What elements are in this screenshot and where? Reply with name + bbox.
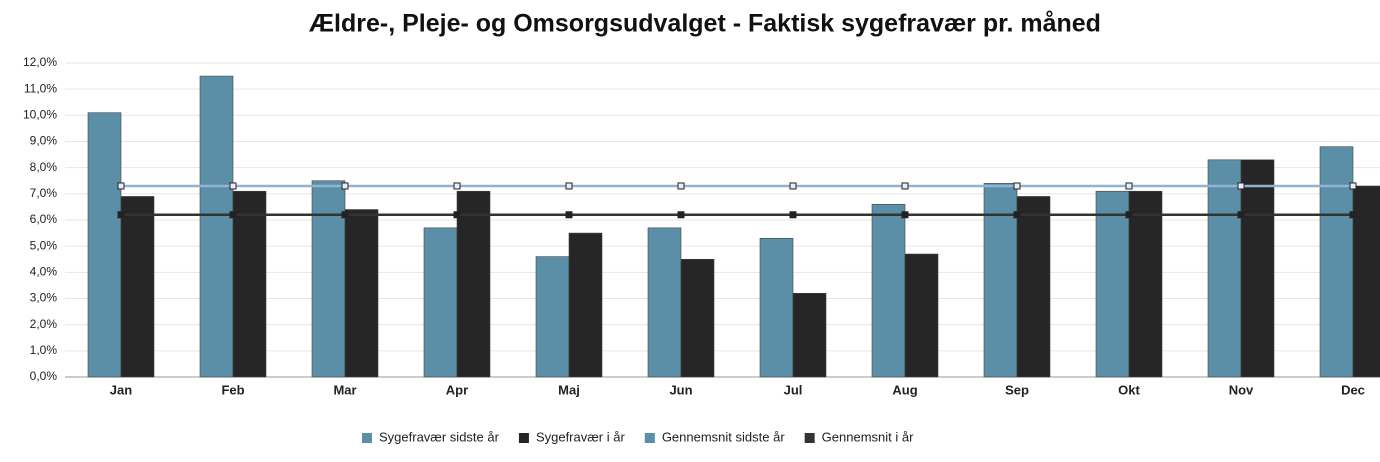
legend-label: Gennemsnit i år — [822, 429, 914, 444]
line-marker — [901, 211, 909, 219]
x-tick-label: Jun — [669, 382, 692, 397]
x-tick-label: Mar — [333, 382, 356, 397]
bar — [87, 112, 122, 378]
bar — [680, 258, 715, 378]
x-tick-label: Feb — [221, 382, 244, 397]
bar — [199, 75, 234, 378]
line-marker — [1013, 211, 1021, 219]
y-tick-label: 1,0% — [30, 343, 58, 357]
y-tick-label: 4,0% — [30, 265, 58, 279]
x-tick-label: Jul — [784, 382, 803, 397]
x-tick-label: Apr — [446, 382, 468, 397]
legend-swatch — [362, 433, 372, 443]
y-tick-label: 3,0% — [30, 291, 58, 305]
line-marker — [453, 211, 461, 219]
legend-swatch — [804, 433, 815, 443]
y-tick-label: 11,0% — [24, 81, 57, 95]
line-marker — [901, 182, 909, 190]
bar — [1095, 190, 1130, 378]
bar — [759, 238, 794, 378]
legend-swatch — [518, 433, 529, 443]
x-tick-label: Dec — [1341, 382, 1365, 397]
bar — [647, 227, 682, 378]
y-tick-label: 8,0% — [30, 160, 58, 174]
bar — [1319, 146, 1354, 378]
bar — [871, 204, 906, 378]
x-tick-label: Jan — [110, 382, 132, 397]
x-tick-label: Maj — [558, 382, 580, 397]
bar — [311, 180, 346, 378]
y-tick-label: 0,0% — [30, 369, 58, 383]
bar — [423, 227, 458, 378]
line-marker — [1349, 211, 1357, 219]
x-tick-label: Okt — [1118, 382, 1140, 397]
bar — [456, 190, 491, 378]
y-tick-label: 9,0% — [30, 134, 58, 148]
legend-label: Gennemsnit sidste år — [662, 429, 786, 444]
line-marker — [677, 211, 685, 219]
y-tick-label: 10,0% — [23, 108, 57, 122]
line-marker — [453, 182, 461, 190]
y-tick-label: 7,0% — [30, 186, 58, 200]
line-marker — [789, 211, 797, 219]
bar — [1207, 159, 1242, 378]
legend-label: Sygefravær sidste år — [379, 429, 500, 444]
legend-swatch — [644, 433, 655, 443]
bar — [120, 196, 155, 378]
bar — [232, 190, 267, 378]
bar — [1240, 159, 1275, 378]
line-marker — [117, 211, 125, 219]
y-tick-label: 2,0% — [30, 317, 58, 331]
line-marker — [341, 211, 349, 219]
line-marker — [117, 182, 125, 190]
line-marker — [1125, 182, 1133, 190]
line-marker — [565, 211, 573, 219]
bar — [1352, 185, 1380, 378]
bar — [904, 253, 939, 378]
bar — [983, 183, 1018, 378]
y-tick-label: 5,0% — [30, 238, 58, 252]
line-marker — [1237, 211, 1245, 219]
line-marker — [1349, 182, 1357, 190]
line-marker — [1237, 182, 1245, 190]
bar — [1128, 190, 1163, 378]
line-marker — [565, 182, 573, 190]
line-marker — [789, 182, 797, 190]
bar — [344, 209, 379, 378]
line-marker — [1125, 211, 1133, 219]
x-tick-label: Aug — [892, 382, 917, 397]
x-tick-label: Nov — [1229, 382, 1254, 397]
line-marker — [341, 182, 349, 190]
line-marker — [677, 182, 685, 190]
bar — [1016, 196, 1051, 378]
bar — [535, 256, 570, 378]
legend-label: Sygefravær i år — [536, 429, 626, 444]
x-tick-label: Sep — [1005, 382, 1029, 397]
line-marker — [229, 211, 237, 219]
line-marker — [229, 182, 237, 190]
bar — [792, 292, 827, 378]
y-tick-label: 6,0% — [30, 212, 58, 226]
bar — [568, 232, 603, 378]
chart-title: Ældre-, Pleje- og Omsorgsudvalget - Fakt… — [309, 10, 1101, 38]
y-tick-label: 12,0% — [23, 55, 57, 69]
line-marker — [1013, 182, 1021, 190]
